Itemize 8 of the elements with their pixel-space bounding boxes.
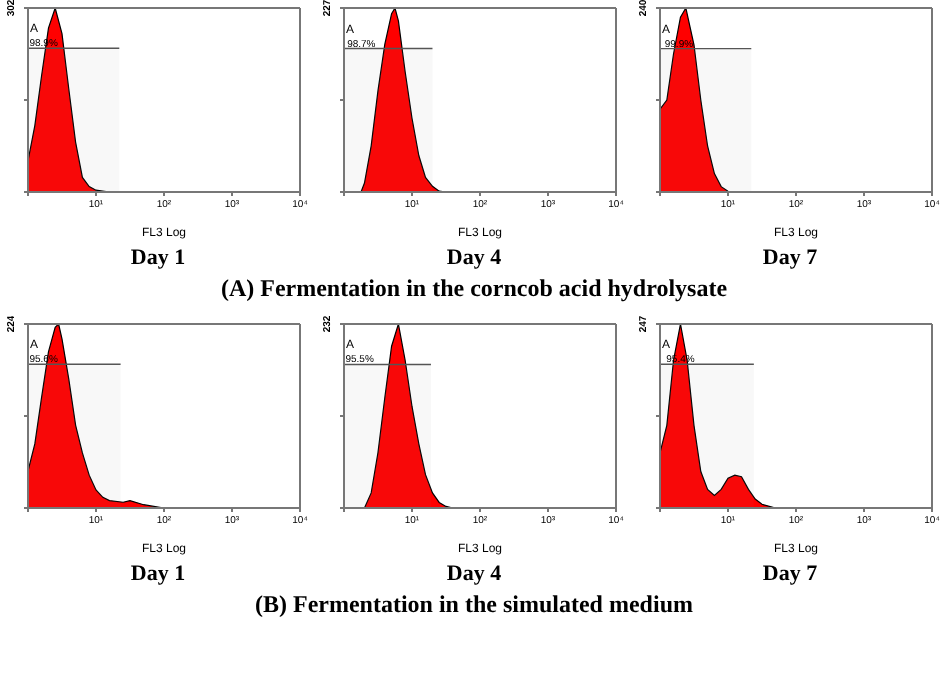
text: (A) Fermentation in the corncob acid hydrolysate — [218, 272, 730, 304]
text: Day 1 — [128, 244, 188, 272]
text: Day 7 — [760, 560, 820, 588]
text: Day 7 — [760, 244, 820, 272]
text: (B) Fermentation in the simulated medium — [253, 588, 695, 620]
text: Day 4 — [444, 560, 504, 588]
text: Day 4 — [444, 244, 504, 272]
text: Day 1 — [128, 560, 188, 588]
